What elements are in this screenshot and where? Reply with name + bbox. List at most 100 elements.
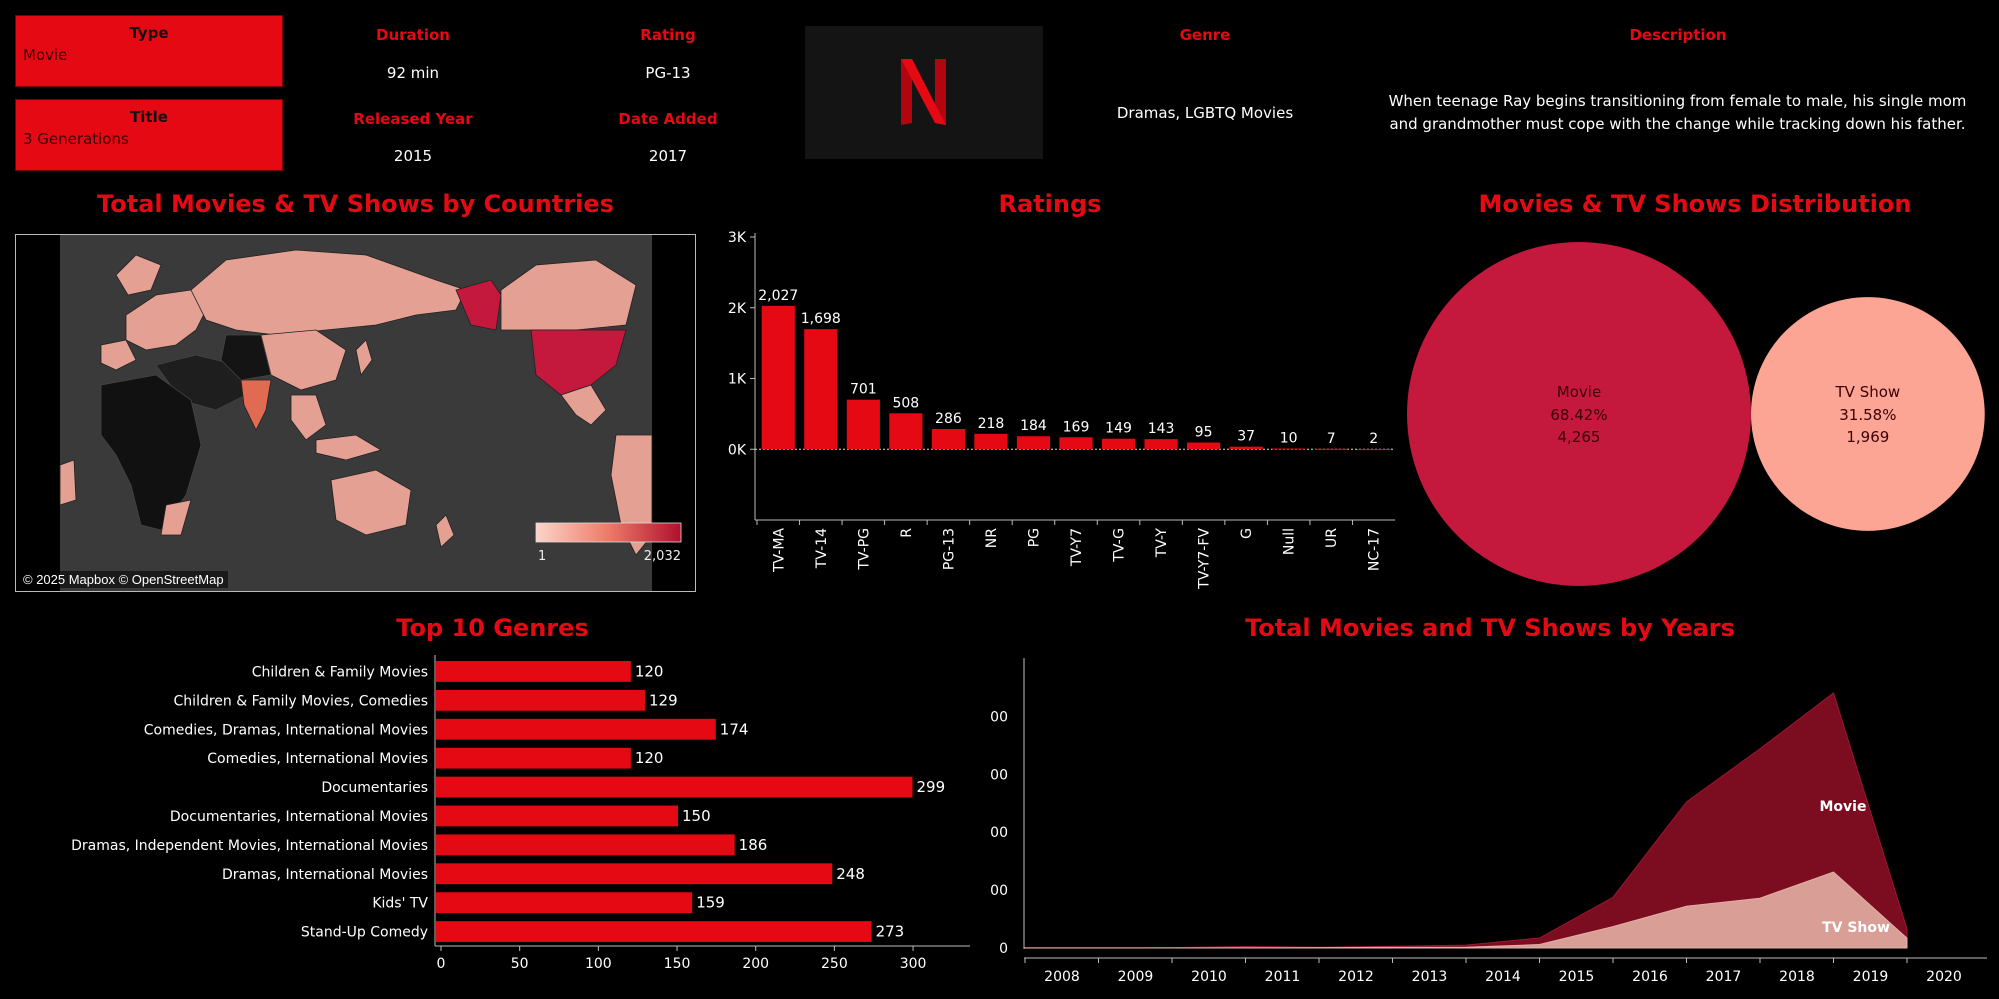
ratings-bar [1357,449,1391,451]
genres-title: Top 10 Genres [396,614,589,642]
region-africa [100,374,202,531]
years-y-tick-label: 2000 [990,709,1008,725]
genres-value-label: 120 [635,749,664,767]
genres-value-label: 159 [696,894,725,912]
ratings-bar [804,329,838,450]
genres-value-label: 120 [635,662,664,680]
genres-category-label: Comedies, Dramas, International Movies [144,722,428,738]
ratings-category-label: TV-G [1112,528,1128,563]
map-legend-gradient [535,522,682,543]
genres-bar [436,661,631,682]
ratings-value-label: 7 [1327,431,1336,447]
ratings-category-label: TV-Y7-FV [1197,528,1213,590]
type-filter[interactable]: Type Movie [15,15,283,87]
genres-category-label: Comedies, International Movies [207,751,428,767]
ratings-category-label: Null [1282,528,1298,555]
ratings-category-label: PG [1026,528,1042,547]
netflix-logo [805,26,1043,159]
region-japan [355,339,373,376]
genres-category-label: Children & Family Movies [252,664,428,680]
region-new-zealand [435,514,455,548]
ratings-value-label: 149 [1105,421,1132,437]
country-map[interactable]: 1 2,032 © 2025 Mapbox © OpenStreetMap [15,234,696,592]
genres-value-label: 174 [720,720,749,738]
map-legend-min: 1 [538,549,546,564]
distribution-chart: Movie 68.42% 4,265 TV Show 31.58% 1,969 [1407,242,1985,586]
years-x-tick-label: 2011 [1265,969,1301,985]
map-title: Total Movies & TV Shows by Countries [97,190,614,218]
years-x-tick-label: 2008 [1044,969,1080,985]
years-x-tick-label: 2016 [1632,969,1668,985]
genres-category-label: Stand-Up Comedy [301,925,428,941]
ratings-bar [846,399,880,450]
ratings-value-label: 2 [1369,431,1378,447]
years-x-tick-label: 2017 [1706,969,1742,985]
genres-bar [436,718,716,740]
genres-value-label: 248 [836,865,865,883]
region-china [260,329,347,391]
released-year-value: 2015 [393,147,433,165]
years-x-tick-label: 2014 [1485,969,1521,985]
genres-bar [436,892,693,914]
ratings-value-label: 508 [892,395,919,411]
years-x-tick-label: 2010 [1191,969,1227,985]
ratings-category-label: TV-PG [856,528,872,571]
genres-x-tick-label: 150 [664,956,691,972]
region-se-asia [290,394,327,441]
years-x-tick-label: 2020 [1926,969,1962,985]
region-india [240,379,272,431]
genres-category-label: Documentaries, International Movies [170,809,428,825]
date-added-label: Date Added [618,110,718,128]
duration-value: 92 min [386,64,440,82]
tv-show-percent-label: 31.58% [1839,406,1896,424]
movie-percent-label: 68.42% [1550,406,1607,424]
years-x-tick-label: 2018 [1779,969,1815,985]
ratings-bar [1314,448,1348,450]
genres-category-label: Kids' TV [372,896,428,912]
ratings-bar [974,433,1008,450]
genres-bar [436,921,872,942]
genres-category-label: Children & Family Movies, Comedies [174,693,428,709]
years-y-tick-label: 0 [999,941,1008,957]
genres-category-label: Documentaries [321,780,428,796]
ratings-category-label: TV-Y [1154,528,1170,559]
genres-x-tick-label: 250 [821,956,848,972]
genres-bar [436,689,645,711]
type-filter-label: Type [129,24,169,42]
ratings-chart: 0K 1K 2K 3K 2,027 TV-MA 1,698 TV-14 701 TV-PG 508 R… [728,230,1395,590]
ratings-title: Ratings [998,190,1102,218]
description-label: Description [1629,26,1727,44]
years-chart: 0 500 1000 1500 2000 Movie TV Show 2008 2009 2010… [990,658,1987,985]
years-x-tick-label: 2009 [1118,969,1154,985]
ratings-bar [1016,436,1051,450]
ratings-bar [1272,448,1306,450]
genres-value-label: 129 [649,691,678,709]
genres-chart: 0 50 100 150 200 250 300 120 Children & Family M… [71,655,970,972]
years-x-tick-label: 2015 [1559,969,1595,985]
ratings-bar [1144,439,1178,450]
genres-bar [436,834,735,856]
region-canada [500,259,637,331]
movie-name-label: Movie [1557,383,1601,401]
tv-show-name-label: TV Show [1835,383,1901,401]
ratings-value-label: 169 [1063,419,1090,435]
title-filter[interactable]: Title 3 Generations [15,99,283,171]
years-x-tick-label: 2012 [1338,969,1374,985]
movie-bubble [1407,242,1751,586]
ratings-y-tick-label: 2K [728,301,747,317]
ratings-bar [1059,437,1093,450]
ratings-value-label: 1,698 [801,311,841,327]
ratings-category-label: NR [984,528,1000,548]
duration-label: Duration [376,26,450,44]
genres-x-tick-label: 300 [900,956,927,972]
ratings-value-label: 184 [1020,418,1047,434]
region-mexico [560,384,607,426]
genres-x-tick-label: 200 [742,956,769,972]
years-x-tick-label: 2013 [1412,969,1448,985]
map-legend-max: 2,032 [644,549,681,564]
title-filter-label: Title [130,108,168,126]
ratings-value-label: 37 [1237,429,1255,445]
tv-show-value-label: 1,969 [1846,428,1889,446]
distribution-title: Movies & TV Shows Distribution [1478,190,1912,218]
ratings-category-label: NC-17 [1367,528,1383,571]
